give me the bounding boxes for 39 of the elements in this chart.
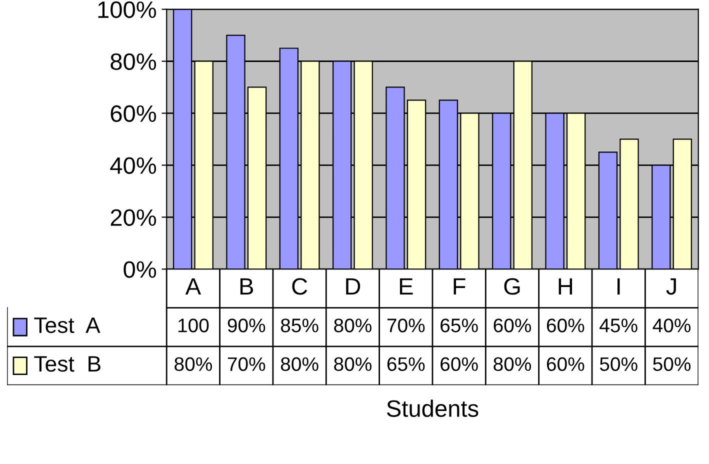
legend-label: Test A <box>34 318 100 334</box>
x-tick-label: G <box>504 278 520 295</box>
data-label: 40% <box>652 318 691 332</box>
data-label: 70% <box>387 318 425 332</box>
data-label: 70% <box>228 357 266 372</box>
data-label: 50% <box>600 357 638 372</box>
y-tick-label: 60% <box>110 105 156 122</box>
data-label: 65% <box>440 318 478 332</box>
data-label: 80% <box>334 318 372 332</box>
data-label: 60% <box>440 357 478 372</box>
y-tick-label: 0% <box>124 261 156 278</box>
x-tick-label: C <box>292 278 308 295</box>
data-label: 45% <box>600 318 638 332</box>
x-tick-label: I <box>618 278 620 295</box>
x-tick-label: F <box>454 278 466 295</box>
data-label: 80% <box>494 357 532 372</box>
legend-label: Test B <box>34 356 100 372</box>
data-label: 80% <box>334 357 372 372</box>
x-tick-label: E <box>400 278 413 295</box>
x-tick-label: A <box>185 278 202 295</box>
data-label: 90% <box>228 318 266 332</box>
data-label: 60% <box>494 318 532 332</box>
y-tick-label: 20% <box>110 209 156 226</box>
data-label: 60% <box>546 318 584 332</box>
data-label: 80% <box>174 357 212 372</box>
y-tick-label: 100% <box>98 1 156 18</box>
data-label: 80% <box>280 357 318 372</box>
data-label: 65% <box>387 357 425 372</box>
data-label: 100 <box>178 318 209 332</box>
y-tick-label: 40% <box>110 157 156 174</box>
x-tick-label: B <box>240 278 254 295</box>
x-axis-title: Students <box>386 400 478 417</box>
x-tick-label: J <box>666 278 676 295</box>
x-tick-label: D <box>346 278 360 295</box>
y-tick-label: 80% <box>110 53 156 70</box>
data-label: 60% <box>546 357 584 372</box>
x-tick-label: H <box>558 278 572 295</box>
data-label: 50% <box>653 357 691 372</box>
data-label: 85% <box>280 318 318 332</box>
